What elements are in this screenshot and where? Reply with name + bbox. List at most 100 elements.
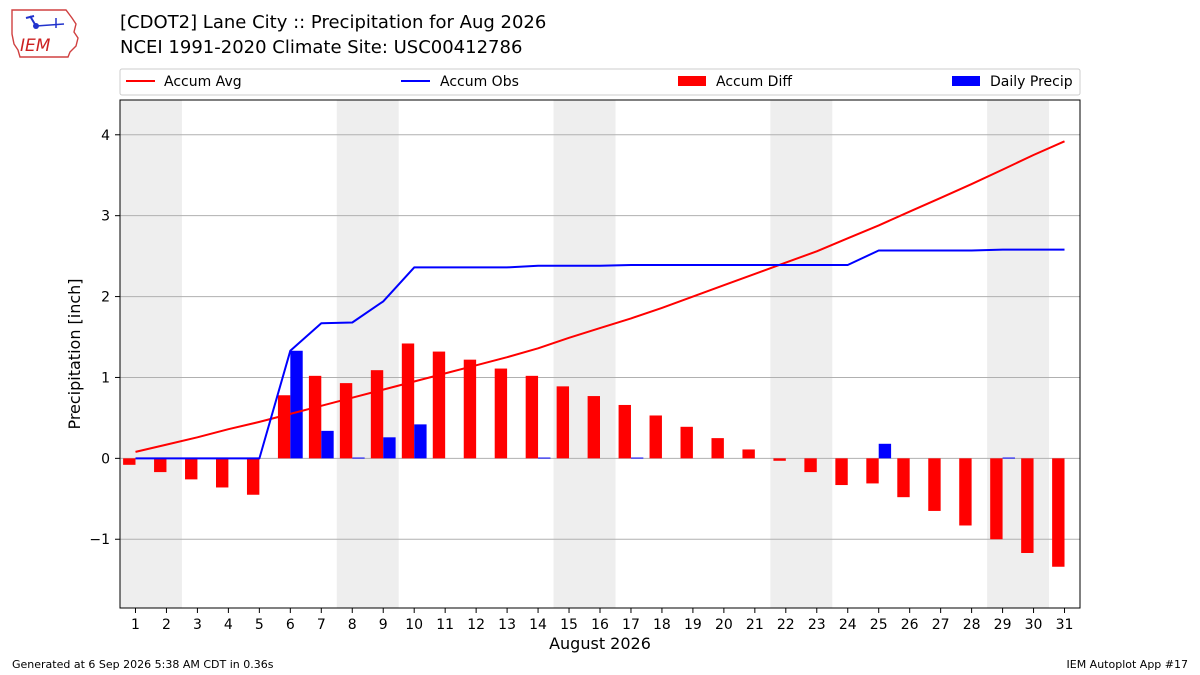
weekend-band [770, 100, 833, 608]
x-tick-label: 13 [498, 617, 516, 633]
x-tick-label: 12 [467, 617, 485, 633]
accum-diff-bar [463, 359, 477, 459]
x-tick-label: 25 [870, 617, 888, 633]
y-tick-label: 1 [101, 370, 110, 386]
weekend-band [120, 100, 182, 608]
series-lines [135, 140, 1065, 460]
x-tick-label: 29 [994, 617, 1012, 633]
legend-label-accum-obs: Accum Obs [440, 74, 519, 90]
x-tick-label: 7 [317, 617, 326, 633]
y-axis: −1 0 1 2 3 4 [89, 128, 120, 548]
accum-diff-bar [277, 395, 291, 459]
x-axis-label: August 2026 [549, 634, 651, 653]
x-tick-label: 20 [715, 617, 733, 633]
x-tick-label: 6 [286, 617, 295, 633]
x-tick-label: 30 [1025, 617, 1043, 633]
x-tick-label: 23 [808, 617, 826, 633]
x-tick-label: 28 [963, 617, 981, 633]
accum-diff-bar [866, 458, 879, 484]
weekend-band [553, 100, 616, 608]
legend-frame [119, 68, 1081, 96]
x-tick-label: 31 [1056, 617, 1074, 633]
daily-precip-bar [383, 437, 396, 459]
x-tick-label: 5 [255, 617, 264, 633]
accum-diff-bar [154, 458, 167, 473]
accum-diff-bar [123, 458, 136, 465]
accum-diff-bar [1052, 458, 1065, 567]
bars [123, 343, 1065, 567]
x-tick-label: 27 [932, 617, 950, 633]
x-tick-label: 21 [746, 617, 764, 633]
accum-diff-bar [216, 458, 229, 488]
daily-precip-bar [630, 457, 644, 459]
y-tick-label: 3 [101, 209, 110, 225]
x-tick-label: 10 [405, 617, 423, 633]
x-tick-label: 11 [436, 617, 454, 633]
legend: Accum Avg Accum Obs Accum Diff Daily Pre… [119, 68, 1081, 96]
accum-diff-bar [804, 458, 817, 473]
accum-diff-bar [742, 449, 755, 459]
accum-diff-bar [432, 351, 446, 459]
iowa-outline [11, 9, 79, 58]
accum-diff-bar [711, 438, 724, 459]
x-tick-label: 9 [379, 617, 388, 633]
daily-precip-bar [352, 457, 365, 459]
iem-logo: IEM [11, 9, 79, 58]
x-tick-label: 16 [591, 617, 609, 633]
accum-diff-bar [494, 368, 508, 459]
daily-precip-bar [878, 443, 892, 459]
accum-diff-bar [370, 370, 384, 459]
y-tick-label: −1 [89, 532, 110, 548]
x-tick-label: 2 [162, 617, 171, 633]
y-tick-label: 0 [101, 451, 110, 467]
x-tick-label: 4 [224, 617, 233, 633]
accum-diff-bar [185, 458, 198, 480]
accum-diff-bar [928, 458, 941, 511]
daily-precip-bar [1002, 457, 1015, 459]
logo-text: IEM [20, 36, 51, 56]
accum-diff-bar [990, 458, 1003, 540]
legend-label-daily-precip: Daily Precip [990, 74, 1073, 90]
accum-diff-bar [556, 386, 570, 459]
daily-precip-bar [321, 430, 334, 459]
y-tick-label: 2 [101, 290, 110, 306]
x-tick-label: 14 [529, 617, 547, 633]
accum-diff-bar [773, 458, 786, 461]
accum-diff-bar [525, 375, 539, 459]
accum-diff-bar [401, 343, 415, 459]
chart-subtitle: NCEI 1991-2020 Climate Site: USC00412786 [120, 37, 523, 58]
x-tick-label: 26 [901, 617, 919, 633]
accum-diff-bar [680, 426, 693, 459]
legend-swatch-accum-diff [678, 76, 706, 86]
legend-label-accum-avg: Accum Avg [164, 74, 242, 90]
accum-diff-bar [1021, 458, 1034, 553]
accum-avg-line [135, 140, 1065, 453]
y-axis-label: Precipitation [inch] [65, 278, 84, 429]
x-tick-label: 22 [777, 617, 795, 633]
x-tick-label: 1 [131, 617, 140, 633]
y-tick-label: 4 [101, 128, 110, 144]
accum-diff-bar [835, 458, 848, 486]
weekend-bands [120, 100, 1050, 608]
accum-diff-bar [246, 458, 260, 495]
accum-diff-bar [618, 404, 631, 459]
x-tick-label: 8 [348, 617, 357, 633]
weekend-band [336, 100, 399, 608]
chart-title: [CDOT2] Lane City :: Precipitation for A… [120, 12, 547, 33]
accum-diff-bar [649, 415, 662, 459]
daily-precip-bar [414, 424, 427, 459]
accum-diff-bar [959, 458, 972, 526]
daily-precip-bar [290, 350, 303, 459]
x-tick-label: 24 [839, 617, 857, 633]
accum-obs-line [135, 248, 1065, 460]
accum-diff-bar [587, 396, 600, 459]
x-tick-label: 3 [193, 617, 202, 633]
x-tick-label: 15 [560, 617, 578, 633]
accum-diff-bar [308, 375, 322, 459]
daily-precip-bar [538, 457, 551, 459]
x-tick-label: 18 [653, 617, 671, 633]
app-note: IEM Autoplot App #17 [1066, 658, 1189, 671]
x-axis: 1 2 3 4 5 6 7 8 9 10 11 12 13 14 15 16 17 18 19 20 21 22 23 24 2… [131, 608, 1073, 633]
x-tick-label: 17 [622, 617, 640, 633]
